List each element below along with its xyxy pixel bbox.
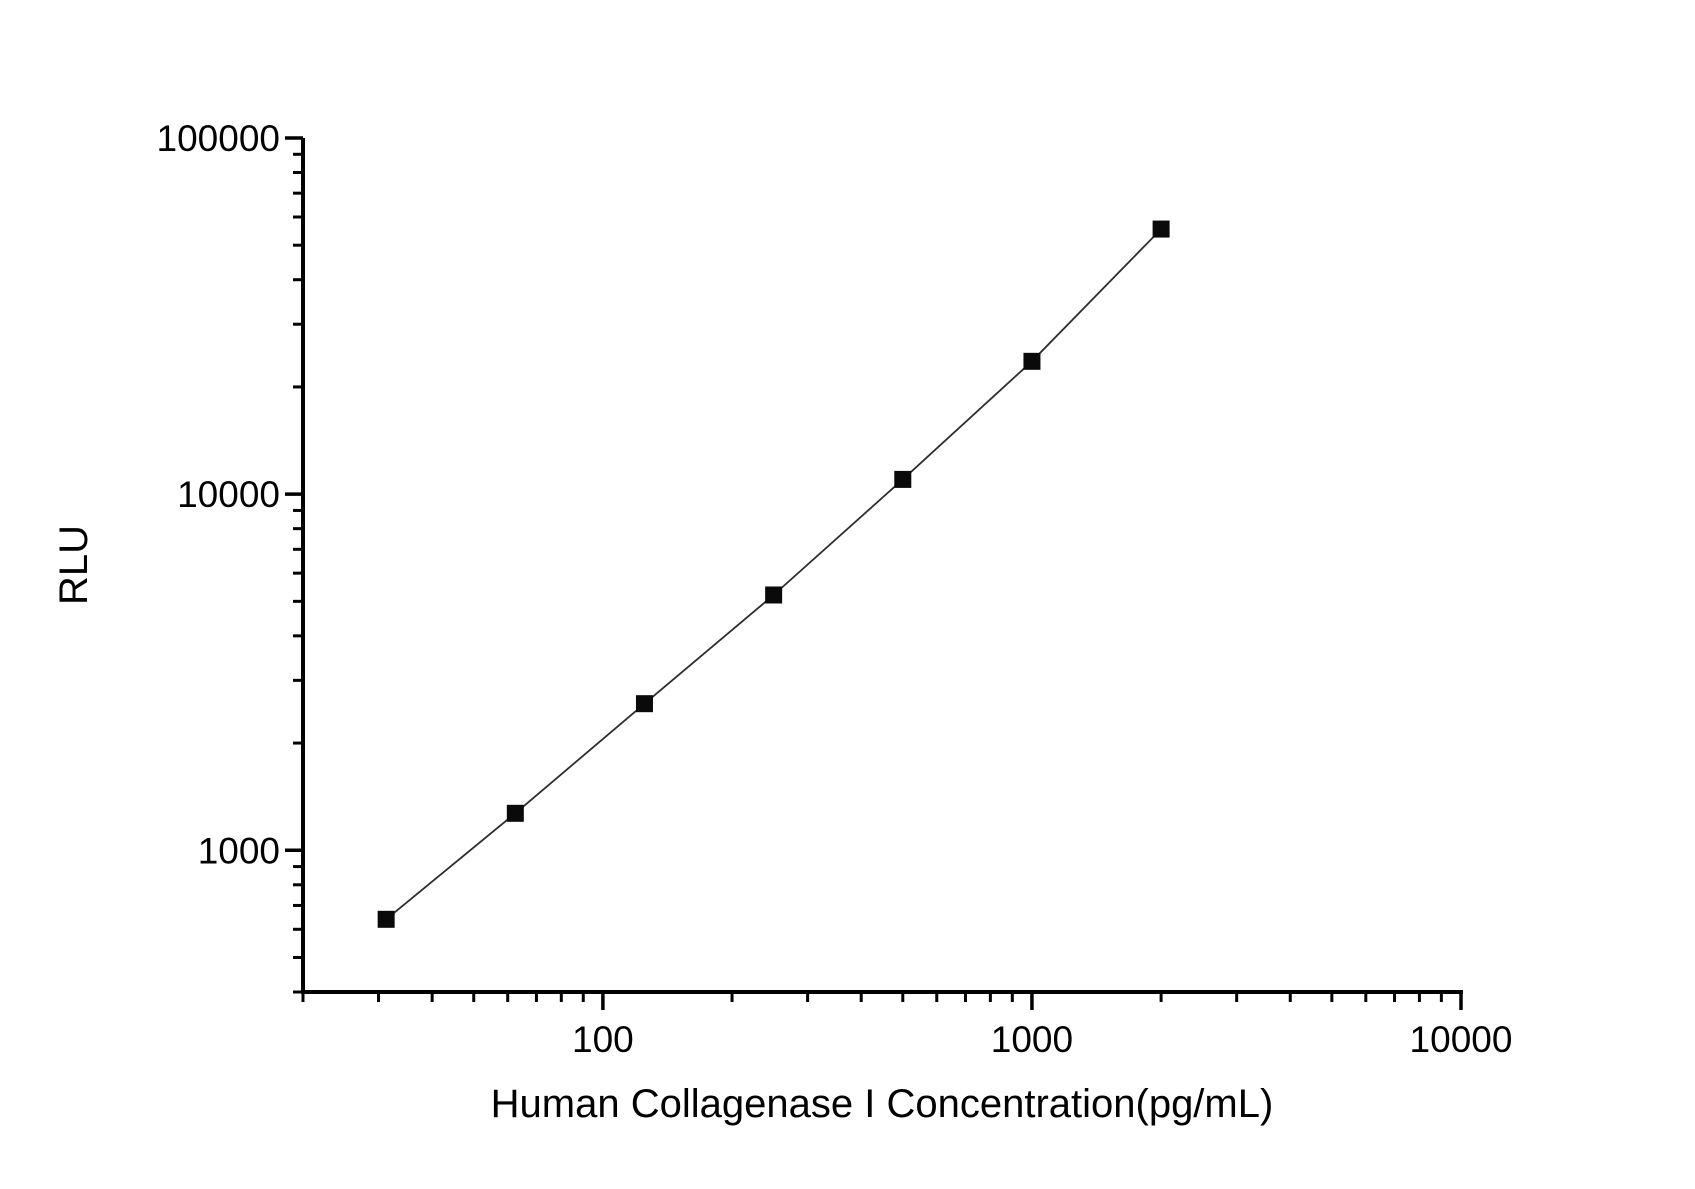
x-tick-label: 10000 [1410,1019,1513,1060]
y-tick-label: 1000 [198,830,280,871]
x-tick-label: 100 [572,1019,634,1060]
axes [301,138,1463,994]
data-point-marker [765,586,783,604]
x-tick-label: 1000 [991,1019,1073,1060]
data-point-marker [894,470,912,488]
data-point-marker [506,804,524,822]
y-tick-label: 10000 [177,474,280,515]
data-point-marker [635,695,653,713]
data-series [377,220,1170,928]
data-point-marker [377,910,395,928]
data-point-marker [1152,220,1170,238]
axis-ticks [285,136,1463,1010]
data-point-marker [1023,352,1041,370]
axis-tick-labels: 100 1000 10000 1000 10000 100000 [157,118,1513,1060]
x-axis-title: Human Collagenase I Concentration(pg/mL) [491,1082,1274,1126]
y-axis-title: RLU [52,525,96,605]
series-line [385,228,1162,920]
y-tick-label: 100000 [157,118,280,159]
